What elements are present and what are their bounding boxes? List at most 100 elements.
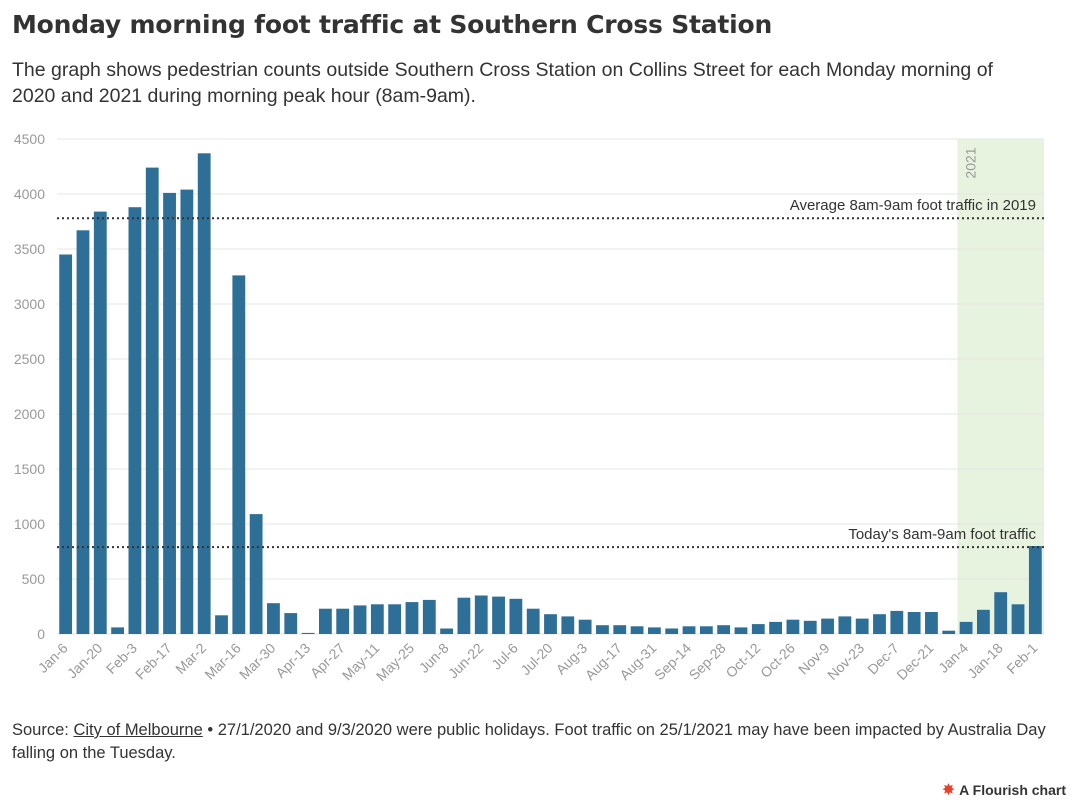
bar-Jul-13 <box>526 608 540 634</box>
bar-Jun-22 <box>474 595 488 634</box>
bar-Sep-7 <box>665 628 679 634</box>
y-axis: 0 500 1000 1500 2000 2500 3000 3500 4000 4500 <box>14 131 45 642</box>
bar-Mar-9 <box>215 615 228 634</box>
bar-Feb-1 <box>1028 546 1042 634</box>
x-tick-label: Nov-23 <box>824 640 867 683</box>
bar-Jan-20 <box>93 211 107 634</box>
bar-Dec-14 <box>907 612 921 634</box>
bar-Oct-5 <box>734 627 748 634</box>
bar-Apr-27 <box>336 608 350 634</box>
bar-chart: 2021 0 500 1000 1500 2000 2500 3000 3500 4000 450… <box>14 131 1044 684</box>
bar-Dec-28 <box>942 630 956 634</box>
bar-Sep-28 <box>717 625 731 634</box>
bar-Dec-21 <box>925 612 938 634</box>
bar-May-4 <box>353 605 367 634</box>
x-tick-label: Jul-20 <box>517 640 555 678</box>
bar-Nov-16 <box>838 616 852 634</box>
y-tick-label: 2000 <box>14 406 45 422</box>
reference-line-label-2: Today's 8am-9am foot traffic <box>848 526 1036 543</box>
reference-line-label-1: Average 8am-9am foot traffic in 2019 <box>790 197 1036 214</box>
bar-May-11 <box>370 604 384 634</box>
bar-Nov-23 <box>855 618 869 634</box>
bar-Jan-25 <box>1011 604 1025 634</box>
bar-Mar-23 <box>249 514 263 634</box>
bar-Aug-3 <box>578 619 592 634</box>
bar-Jun-8 <box>440 628 454 634</box>
bar-Jan-13 <box>76 230 90 635</box>
bar-Jul-6 <box>509 598 523 634</box>
bar-Jun-29 <box>492 596 505 634</box>
chart-subtitle: The graph shows pedestrian counts outsid… <box>12 59 993 107</box>
y-tick-label: 2500 <box>14 351 45 367</box>
bar-Jan-27 <box>111 627 125 634</box>
bar-Sep-14 <box>682 626 696 634</box>
x-tick-label: Jan-20 <box>64 640 106 682</box>
bar-Feb-17 <box>163 192 176 634</box>
bar-Oct-26 <box>786 619 800 634</box>
bar-Nov-9 <box>821 618 834 634</box>
bar-Jan-6 <box>59 254 73 634</box>
bar-Aug-17 <box>613 625 627 634</box>
bar-Aug-31 <box>647 627 661 634</box>
bar-Mar-2 <box>197 153 211 635</box>
x-tick-label: Sep-14 <box>651 640 694 683</box>
y-tick-label: 3000 <box>14 296 45 312</box>
y-tick-label: 1000 <box>14 516 45 532</box>
x-tick-label: Jun-22 <box>445 640 487 682</box>
x-tick-label: Dec-21 <box>893 640 936 683</box>
x-tick-label: Feb-1 <box>1003 640 1040 677</box>
source-label: Source: <box>12 721 69 739</box>
bar-Jun-1 <box>422 599 436 634</box>
bar-Jun-15 <box>457 597 471 634</box>
x-tick-label: Feb-17 <box>132 640 175 683</box>
y-tick-label: 1500 <box>14 461 45 477</box>
y-tick-label: 0 <box>37 626 45 642</box>
bar-Mar-30 <box>267 603 280 634</box>
reference-lines-layer: Average 8am-9am foot traffic in 2019 Toda… <box>57 197 1044 549</box>
bar-Feb-24 <box>180 189 194 634</box>
bar-Apr-13 <box>301 632 315 634</box>
bar-Apr-20 <box>318 608 332 634</box>
bar-Nov-2 <box>803 620 817 634</box>
flourish-star-icon: ✸ <box>941 782 956 799</box>
x-tick-label: Mar-16 <box>201 640 244 683</box>
chart-title: Monday morning foot traffic at Southern … <box>12 10 773 39</box>
bar-Sep-21 <box>699 626 713 634</box>
highlight-band-label: 2021 <box>962 147 978 178</box>
bar-Aug-10 <box>596 625 609 634</box>
x-tick-label: Apr-13 <box>272 640 313 681</box>
x-tick-label: Oct-12 <box>722 640 763 681</box>
bar-Oct-12 <box>751 624 765 634</box>
bar-Mar-16 <box>232 275 246 634</box>
bar-Jan-18 <box>994 592 1008 634</box>
chart-footer: Source: City of Melbourne • 27/1/2020 an… <box>12 719 1052 765</box>
x-tick-label: Sep-28 <box>686 640 729 683</box>
flourish-credit-label: A Flourish chart <box>959 782 1066 798</box>
x-axis: Jan-6Jan-20Feb-3Feb-17Mar-2Mar-16Mar-30A… <box>35 640 1041 684</box>
x-tick-label: Mar-30 <box>236 640 279 683</box>
source-link[interactable]: City of Melbourne <box>73 721 203 739</box>
bar-Jan-11 <box>976 609 990 634</box>
y-tick-label: 500 <box>22 571 46 587</box>
bar-Feb-3 <box>128 207 142 634</box>
bar-May-25 <box>405 602 419 634</box>
x-tick-label: May-25 <box>373 640 417 684</box>
footer-note: • 27/1/2020 and 9/3/2020 were public hol… <box>12 721 1046 762</box>
y-tick-label: 4000 <box>14 186 45 202</box>
bars-layer <box>59 153 1042 635</box>
x-tick-label: Aug-31 <box>616 640 659 683</box>
bar-Dec-7 <box>890 610 904 634</box>
x-tick-label: Jul-6 <box>488 640 521 673</box>
bar-Nov-30 <box>873 614 886 634</box>
bar-May-18 <box>388 604 402 634</box>
x-tick-label: Jan-18 <box>964 640 1006 682</box>
bar-Jul-20 <box>544 614 557 634</box>
y-tick-label: 3500 <box>14 241 45 257</box>
bar-Apr-6 <box>284 613 298 634</box>
bar-Aug-24 <box>630 626 644 634</box>
y-tick-label: 4500 <box>14 131 45 147</box>
bar-Oct-19 <box>769 621 783 634</box>
bar-Feb-10 <box>145 167 159 634</box>
flourish-credit[interactable]: ✸ A Flourish chart <box>942 780 1066 800</box>
x-tick-label: Aug-17 <box>582 640 625 683</box>
